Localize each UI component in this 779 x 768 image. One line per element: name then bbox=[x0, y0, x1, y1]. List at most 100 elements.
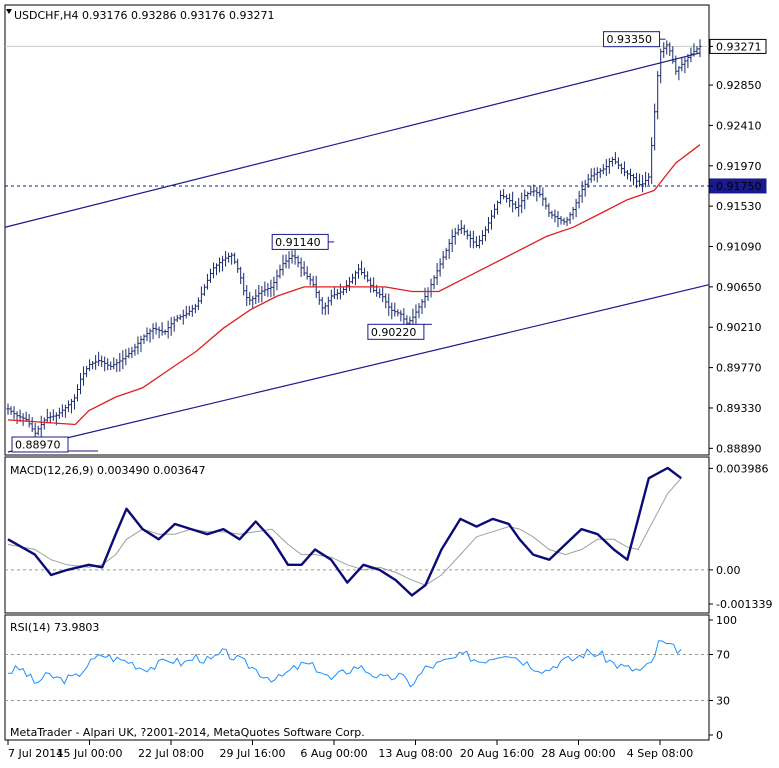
ohlc-bar bbox=[320, 296, 324, 315]
dropdown-triangle-icon bbox=[6, 9, 12, 14]
ohlc-bar bbox=[571, 206, 575, 220]
ohlc-bar bbox=[529, 185, 533, 196]
ohlc-bar bbox=[532, 184, 536, 197]
ohlc-bar bbox=[9, 406, 13, 415]
ohlc-bar bbox=[387, 293, 391, 316]
ohlc-bar bbox=[604, 159, 608, 176]
ohlc-bar bbox=[248, 291, 252, 306]
ohlc-bar bbox=[266, 283, 270, 297]
ohlc-bar bbox=[42, 417, 46, 430]
ohlc-bar bbox=[586, 173, 590, 188]
ohlc-bar bbox=[260, 285, 264, 303]
ohlc-bar bbox=[653, 103, 657, 151]
ohlc-bar bbox=[239, 266, 243, 285]
price-header: USDCHF,H4 0.93176 0.93286 0.93176 0.9327… bbox=[14, 9, 275, 22]
channel-upper-line bbox=[4, 52, 701, 228]
ohlc-bar bbox=[489, 210, 493, 230]
ohlc-bar bbox=[148, 328, 152, 343]
ohlc-bar bbox=[335, 289, 339, 300]
ohlc-bar bbox=[257, 284, 261, 303]
rsi-panel-frame bbox=[4, 614, 710, 741]
ohlc-bar bbox=[169, 317, 173, 336]
ohlc-bar bbox=[444, 247, 448, 261]
ohlc-bar bbox=[547, 203, 551, 218]
ohlc-bar bbox=[151, 323, 155, 340]
ohlc-bar bbox=[79, 372, 83, 395]
ohlc-bar bbox=[145, 327, 149, 342]
ohlc-bar bbox=[399, 310, 403, 322]
ohlc-bar bbox=[502, 189, 506, 200]
ohlc-bar bbox=[275, 269, 279, 291]
ohlc-bar bbox=[671, 46, 675, 64]
ohlc-bar bbox=[695, 46, 699, 54]
macd-tick-label: 0.00 bbox=[716, 564, 741, 577]
ohlc-bar bbox=[39, 415, 43, 438]
ohlc-bar bbox=[354, 270, 358, 286]
price-tick-label: 0.88890 bbox=[716, 442, 762, 455]
price-tick-label: 0.93271 bbox=[716, 40, 762, 53]
ohlc-bar bbox=[88, 359, 92, 372]
ohlc-bar bbox=[160, 322, 164, 336]
ohlc-bar bbox=[139, 335, 143, 353]
ohlc-bar bbox=[644, 171, 648, 188]
rsi-tick-label: 100 bbox=[716, 614, 737, 627]
ohlc-bar bbox=[514, 201, 518, 210]
ohlc-bar bbox=[544, 197, 548, 210]
channel-lower-line bbox=[7, 284, 710, 453]
ohlc-bar bbox=[51, 409, 55, 421]
ohlc-bar bbox=[390, 302, 394, 320]
macd-panel-frame bbox=[4, 456, 710, 614]
ohlc-bar bbox=[317, 290, 321, 305]
ohlc-bar bbox=[559, 215, 563, 225]
ohlc-bar bbox=[287, 251, 291, 269]
price-annotation: 0.90220 bbox=[367, 323, 432, 340]
ohlc-bar bbox=[254, 289, 258, 305]
ohlc-bar bbox=[69, 398, 73, 414]
rsi-tick-label: 30 bbox=[716, 695, 730, 708]
ohlc-bar bbox=[680, 57, 684, 72]
axis-layer: 0.93271 0.92850 0.92410 0.91970 0.91750 0.915… bbox=[7, 38, 772, 760]
macd-header: MACD(12,26,9) 0.003490 0.003647 bbox=[10, 464, 206, 477]
ohlc-bar bbox=[471, 230, 475, 249]
ohlc-bar bbox=[127, 347, 131, 359]
macd-line bbox=[7, 466, 682, 597]
price-annotation-box bbox=[367, 323, 425, 340]
time-tick-label: 7 Jul 2014 bbox=[8, 747, 63, 760]
ohlc-bar bbox=[94, 355, 98, 370]
ohlc-bar bbox=[124, 348, 128, 366]
rsi-line bbox=[7, 640, 682, 688]
ohlc-bar bbox=[251, 295, 255, 309]
price-tick-label: 0.89330 bbox=[716, 402, 762, 415]
ohlc-bar bbox=[245, 284, 249, 307]
ohlc-bar bbox=[181, 309, 185, 325]
price-tick-label: 0.89770 bbox=[716, 362, 762, 375]
ohlc-bar bbox=[154, 322, 158, 335]
time-tick-label: 13 Aug 08:00 bbox=[378, 747, 452, 760]
price-panel-frame bbox=[4, 4, 710, 456]
ohlc-bar bbox=[459, 219, 463, 234]
ohlc-bar bbox=[396, 309, 400, 317]
macd-tick-label: -0.001339 bbox=[716, 598, 772, 611]
price-tick-label: 0.91530 bbox=[716, 200, 762, 213]
ohlc-bar bbox=[118, 352, 122, 372]
ohlc-bar bbox=[378, 288, 382, 299]
ohlc-bar bbox=[435, 262, 439, 286]
ohlc-bar bbox=[115, 359, 119, 373]
ohlc-bar bbox=[601, 164, 605, 175]
ohlc-bar bbox=[290, 250, 294, 264]
time-tick-label: 28 Aug 00:00 bbox=[541, 747, 615, 760]
ohlc-bar bbox=[610, 156, 614, 167]
ohlc-bar bbox=[175, 314, 179, 323]
ohlc-bar bbox=[568, 211, 572, 225]
price-annotation-label: 0.90220 bbox=[371, 326, 417, 339]
ohlc-bar bbox=[505, 194, 509, 203]
price-tick-label: 0.90210 bbox=[716, 321, 762, 334]
rsi-tick-label: 70 bbox=[716, 649, 730, 662]
ohlc-bar bbox=[112, 357, 116, 370]
copyright-text: MetaTrader - Alpari UK, ?2001-2014, Meta… bbox=[10, 726, 365, 739]
ohlc-bar bbox=[72, 394, 76, 410]
ohlc-bar bbox=[628, 168, 632, 182]
macd-layer bbox=[5, 466, 709, 597]
ohlc-bar bbox=[438, 258, 442, 277]
ohlc-bar bbox=[48, 411, 52, 424]
